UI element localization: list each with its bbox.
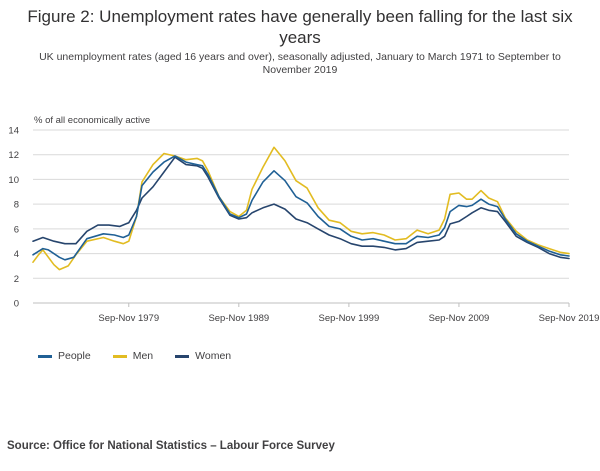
y-tick-label: 10	[8, 175, 19, 186]
legend-item-people: People	[38, 350, 91, 362]
series-line-women	[32, 156, 570, 260]
y-tick-label: 4	[14, 249, 19, 260]
y-tick-label: 0	[14, 299, 19, 310]
x-tick-label: Sep-Nov 1989	[208, 313, 269, 324]
x-tick-label: Sep-Nov 2009	[429, 313, 490, 324]
legend-label: Women	[195, 350, 232, 362]
legend-label: Men	[132, 350, 154, 362]
x-tick-label: Sep-Nov 2019	[539, 313, 600, 324]
chart-subtitle: UK unemployment rates (aged 16 years and…	[39, 51, 561, 76]
legend-item-men: Men	[112, 350, 154, 362]
y-tick-label: 2	[14, 274, 19, 285]
chart-title: Figure 2: Unemployment rates have genera…	[27, 7, 573, 47]
y-tick-label: 8	[14, 200, 19, 211]
legend-swatch	[112, 354, 127, 358]
source-note: Source: Office for National Statistics –…	[7, 440, 335, 452]
legend-swatch	[38, 354, 52, 358]
legend-swatch	[175, 354, 190, 358]
x-tick-label: Sep-Nov 1999	[319, 313, 380, 324]
y-tick-label: 14	[8, 126, 19, 137]
legend-item-women: Women	[175, 350, 231, 362]
line-chart: 0 2 4 6 8 10 12 14 Sep-Nov 1979 Sep-Nov 1989 Sep-N…	[8, 126, 600, 325]
x-tick-label: Sep-Nov 1979	[98, 313, 159, 324]
y-tick-label: 6	[14, 224, 19, 235]
y-axis-label: % of all economically active	[34, 115, 151, 126]
series-line-men	[32, 146, 570, 271]
y-tick-label: 12	[8, 150, 19, 161]
legend-label: People	[58, 350, 91, 362]
series-line-people	[32, 155, 570, 261]
chart-legend: People Men Women	[38, 350, 231, 362]
